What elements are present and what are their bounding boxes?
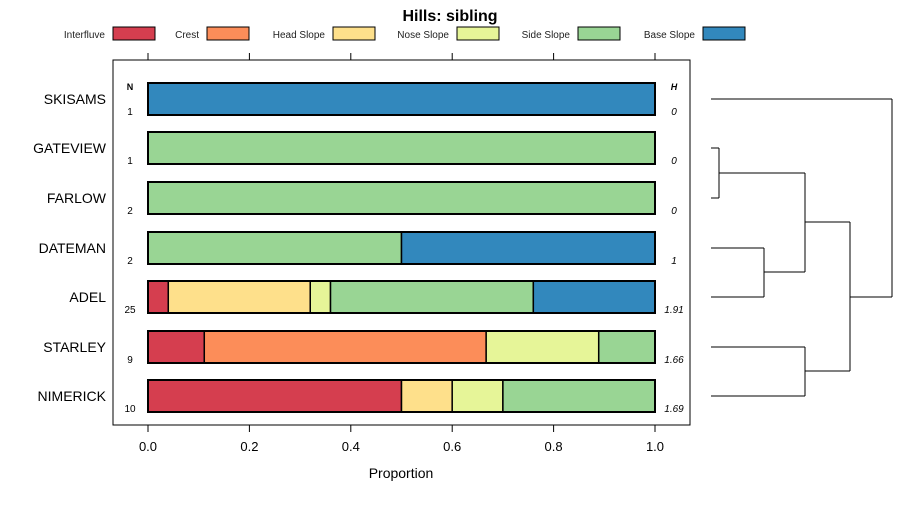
- x-axis-label: Proportion: [369, 465, 434, 481]
- row-n: 9: [127, 355, 133, 366]
- x-tick-label: 0.8: [545, 439, 563, 454]
- row-h: 0: [671, 107, 677, 118]
- row-label: ADEL: [69, 289, 106, 305]
- legend-swatch: [112, 26, 156, 41]
- row-n: 25: [124, 305, 136, 316]
- bar-segment: [309, 280, 332, 314]
- h-header: H: [671, 82, 678, 92]
- row-n: 2: [127, 206, 133, 217]
- x-tick-label: 1.0: [646, 439, 664, 454]
- plot-panel: [112, 59, 691, 426]
- n-header: N: [127, 82, 134, 92]
- bar-segment: [597, 330, 656, 364]
- row-label: NIMERICK: [38, 388, 107, 404]
- bar-segment: [203, 330, 487, 364]
- legend-label: Head Slope: [273, 30, 326, 41]
- row-n: 1: [127, 156, 133, 167]
- bar-segment: [451, 379, 504, 413]
- bar-segment: [147, 280, 170, 314]
- bar-segment: [167, 280, 311, 314]
- x-tick-label: 0.6: [443, 439, 461, 454]
- row-h: 0: [671, 156, 677, 167]
- bar-outline: [147, 231, 656, 265]
- row-n: 2: [127, 256, 133, 267]
- row-n: 1: [127, 107, 133, 118]
- bar-segment: [485, 330, 600, 364]
- legend-label: Nose Slope: [397, 30, 449, 41]
- chart-title: Hills: sibling: [402, 8, 497, 25]
- row-label: STARLEY: [43, 339, 106, 355]
- row-h: 1.69: [664, 404, 684, 415]
- bar-segment: [147, 330, 206, 364]
- bar-outline: [147, 280, 656, 314]
- bar-segment: [147, 231, 403, 265]
- legend-label: Crest: [175, 30, 199, 41]
- bar-segment: [532, 280, 656, 314]
- x-tick-label: 0.4: [342, 439, 360, 454]
- bar-segment: [147, 131, 656, 165]
- x-tick-label: 0.2: [240, 439, 258, 454]
- bar-outline: [147, 181, 656, 215]
- legend-swatch: [332, 26, 376, 41]
- bar-segment: [329, 280, 535, 314]
- row-h: 1.91: [664, 305, 683, 316]
- bar-segment: [502, 379, 656, 413]
- legend-swatch: [702, 26, 746, 41]
- bar-segment: [147, 181, 656, 215]
- row-h: 1: [671, 256, 677, 267]
- bar-segment: [400, 379, 453, 413]
- legend-label: Interfluve: [64, 30, 106, 41]
- row-h: 0: [671, 206, 677, 217]
- bar-segment: [400, 231, 656, 265]
- legend-swatch: [206, 26, 250, 41]
- x-tick-label: 0.0: [139, 439, 157, 454]
- row-label: SKISAMS: [44, 91, 106, 107]
- row-label: GATEVIEW: [33, 140, 107, 156]
- bar-outline: [147, 379, 656, 413]
- bar-outline: [147, 131, 656, 165]
- legend-swatch: [577, 26, 621, 41]
- row-label: DATEMAN: [39, 240, 106, 256]
- row-n: 10: [124, 404, 136, 415]
- legend-label: Base Slope: [644, 30, 696, 41]
- bar-outline: [147, 82, 656, 116]
- row-label: FARLOW: [47, 190, 107, 206]
- bar-outline: [147, 330, 656, 364]
- bar-segment: [147, 82, 656, 116]
- bar-segment: [147, 379, 403, 413]
- legend-swatch: [456, 26, 500, 41]
- legend-label: Side Slope: [522, 30, 571, 41]
- row-h: 1.66: [664, 355, 684, 366]
